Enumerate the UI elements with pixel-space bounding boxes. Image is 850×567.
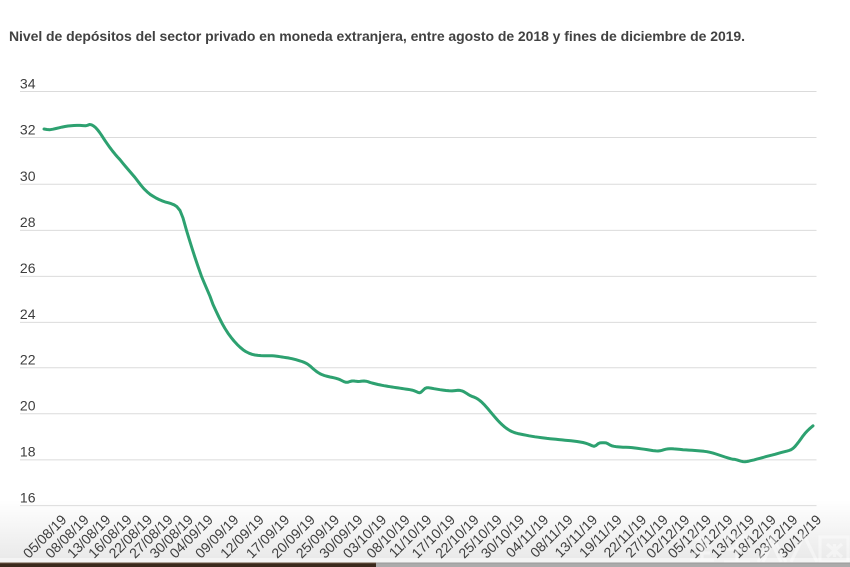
svg-text:18: 18 xyxy=(20,444,36,460)
svg-text:22: 22 xyxy=(20,352,36,368)
svg-text:34: 34 xyxy=(20,75,36,91)
svg-text:32: 32 xyxy=(20,121,36,137)
svg-text:20: 20 xyxy=(20,398,36,414)
svg-text:28: 28 xyxy=(20,214,36,230)
svg-text:Nivel de depósitos del sector: Nivel de depósitos del sector privado en… xyxy=(9,28,745,44)
svg-text:24: 24 xyxy=(20,306,36,322)
svg-text:30: 30 xyxy=(20,168,36,184)
svg-text:26: 26 xyxy=(20,260,36,276)
svg-text:16: 16 xyxy=(20,489,36,505)
